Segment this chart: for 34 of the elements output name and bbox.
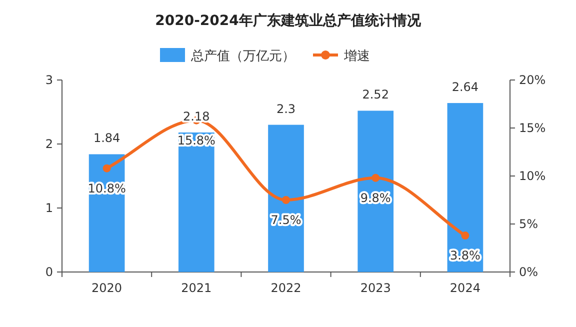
x-tick-label: 2020 [92, 281, 122, 295]
point [102, 164, 111, 172]
data-label: 1.84 [93, 131, 120, 146]
legend-label: 增速 [343, 49, 370, 64]
y2-tick-label: 20% [519, 73, 546, 87]
data-label: 2.18 [183, 109, 210, 124]
x-tick-label: 2023 [360, 281, 391, 295]
data-label: 7.5% [270, 213, 302, 227]
y2-tick-label: 5% [519, 217, 538, 231]
bar [178, 132, 214, 272]
point [372, 174, 380, 182]
x-tick-label: 2024 [450, 281, 480, 295]
bar [447, 103, 484, 272]
bar [88, 154, 125, 272]
bar [358, 110, 394, 272]
y2-tick-label: 10% [519, 169, 546, 183]
data-label: 2.3 [276, 102, 296, 116]
y-tick-label: 0 [45, 265, 53, 279]
point [282, 196, 290, 204]
point [461, 232, 470, 240]
y-tick-label: 3 [45, 73, 53, 87]
y-tick-label: 2 [45, 137, 53, 151]
legend-label: 总产值（万亿元） [190, 49, 295, 64]
y2-tick-label: 0% [519, 265, 538, 279]
y-tick-label: 1 [45, 201, 53, 215]
x-tick-label: 2022 [270, 281, 302, 295]
x-tick-label: 2021 [181, 281, 212, 295]
data-label: 2.52 [362, 88, 389, 102]
data-label: 3.8% [450, 248, 480, 263]
data-label: 2.64 [452, 80, 479, 94]
y2-tick-label: 15% [519, 121, 546, 135]
bar [268, 124, 304, 272]
chart-title: 2020-2024年广东建筑业总产值统计情况 [155, 12, 422, 29]
data-label: 9.8% [360, 190, 391, 205]
